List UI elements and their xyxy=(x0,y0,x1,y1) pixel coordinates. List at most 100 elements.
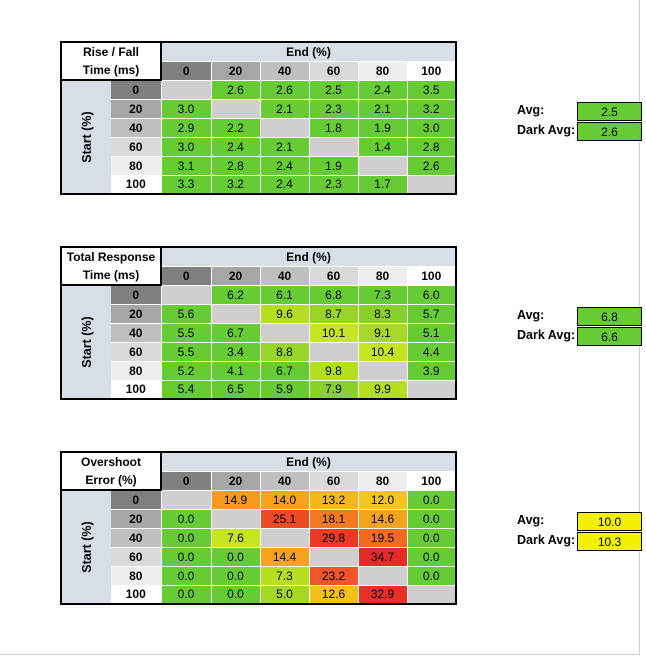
value-cell: 0.0 xyxy=(406,489,457,510)
value-cell: 8.8 xyxy=(259,341,310,362)
value-cell: 7.6 xyxy=(210,527,261,548)
value-cell: 0.0 xyxy=(160,584,212,605)
average-label: Avg: xyxy=(517,103,545,117)
dark-average-value: 10.3 xyxy=(577,532,642,551)
value-cell: 2.2 xyxy=(210,117,261,138)
value-cell: 8.7 xyxy=(308,303,359,324)
value-cell: 9.6 xyxy=(259,303,310,324)
table-title-line1: Overshoot xyxy=(60,451,162,471)
value-cell: 0.0 xyxy=(160,508,212,529)
start-level-header: 60 xyxy=(111,546,161,566)
value-cell: 2.1 xyxy=(259,136,310,157)
end-level-header: 20 xyxy=(210,265,260,285)
value-cell: 2.6 xyxy=(210,79,261,100)
value-cell: 7.3 xyxy=(357,284,408,305)
table-title-line2: Error (%) xyxy=(60,471,162,491)
end-level-header: 40 xyxy=(259,265,309,285)
value-cell: 3.4 xyxy=(210,341,261,362)
value-cell: 0.0 xyxy=(406,527,457,548)
value-cell: 1.9 xyxy=(308,155,359,176)
value-cell: 9.8 xyxy=(308,360,359,381)
start-level-header: 80 xyxy=(111,565,161,585)
value-cell: 3.2 xyxy=(406,98,457,119)
overshoot-table-block: Overshoot End (%) Error (%) 0 20 40 60 80 100 Sta… xyxy=(60,451,642,605)
value-cell: 5.4 xyxy=(160,379,212,400)
start-level-header: 20 xyxy=(111,303,161,323)
end-level-header: 60 xyxy=(308,265,358,285)
table-title-line2: Time (ms) xyxy=(60,266,162,286)
start-level-header: 40 xyxy=(111,322,161,342)
diagonal-cell xyxy=(259,527,310,548)
value-cell: 2.3 xyxy=(308,98,359,119)
value-cell: 4.1 xyxy=(210,360,261,381)
diagonal-cell xyxy=(210,303,261,324)
start-level-header: 20 xyxy=(111,98,161,118)
response-table: Overshoot End (%) Error (%) 0 20 40 60 80 100 Sta… xyxy=(60,451,457,605)
table-title-line1: Rise / Fall xyxy=(60,41,162,61)
value-cell: 7.3 xyxy=(259,565,310,586)
start-level-header: 100 xyxy=(111,379,161,400)
value-cell: 6.1 xyxy=(259,284,310,305)
start-axis-label: Start (%) xyxy=(60,490,111,605)
value-cell: 6.8 xyxy=(308,284,359,305)
dark-average-label: Dark Avg: xyxy=(517,123,576,137)
value-cell: 8.3 xyxy=(357,303,408,324)
end-level-header: 20 xyxy=(210,470,260,490)
diagonal-cell xyxy=(308,546,359,567)
diagonal-cell xyxy=(406,379,457,400)
value-cell: 5.2 xyxy=(160,360,212,381)
value-cell: 2.3 xyxy=(308,174,359,195)
diagonal-cell xyxy=(308,136,359,157)
value-cell: 10.1 xyxy=(308,322,359,343)
value-cell: 0.0 xyxy=(160,527,212,548)
end-level-header: 0 xyxy=(160,60,211,80)
value-cell: 14.0 xyxy=(259,489,310,510)
table-title-line2: Time (ms) xyxy=(60,61,162,81)
value-cell: 5.7 xyxy=(406,303,457,324)
value-cell: 4.4 xyxy=(406,341,457,362)
value-cell: 0.0 xyxy=(406,508,457,529)
value-cell: 3.2 xyxy=(210,174,261,195)
value-cell: 0.0 xyxy=(160,546,212,567)
value-cell: 0.0 xyxy=(210,584,261,605)
total-response-table-block: Total Response End (%) Time (ms) 0 20 40 60 80 1… xyxy=(60,246,642,400)
table-title-line1: Total Response xyxy=(60,246,162,266)
value-cell: 2.9 xyxy=(160,117,212,138)
value-cell: 2.4 xyxy=(259,174,310,195)
end-level-header: 100 xyxy=(406,470,457,490)
end-level-header: 80 xyxy=(357,60,407,80)
diagonal-cell xyxy=(406,584,457,605)
value-cell: 10.4 xyxy=(357,341,408,362)
start-level-header: 100 xyxy=(111,584,161,605)
start-axis-text: Start (%) xyxy=(79,316,94,368)
start-level-header: 0 xyxy=(111,79,161,99)
start-axis-text: Start (%) xyxy=(79,521,94,573)
start-level-header: 40 xyxy=(111,527,161,547)
end-level-header: 0 xyxy=(160,265,211,285)
value-cell: 2.5 xyxy=(308,79,359,100)
diagonal-cell xyxy=(357,155,408,176)
end-level-header: 60 xyxy=(308,60,358,80)
value-cell: 9.9 xyxy=(357,379,408,400)
value-cell: 2.1 xyxy=(357,98,408,119)
end-level-header: 40 xyxy=(259,470,309,490)
average-value: 2.5 xyxy=(577,102,642,121)
value-cell: 3.3 xyxy=(160,174,212,195)
value-cell: 0.0 xyxy=(210,546,261,567)
end-axis-label: End (%) xyxy=(161,451,457,471)
start-level-header: 100 xyxy=(111,174,161,195)
value-cell: 1.8 xyxy=(308,117,359,138)
dark-average-label: Dark Avg: xyxy=(517,328,576,342)
value-cell: 18.1 xyxy=(308,508,359,529)
value-cell: 9.1 xyxy=(357,322,408,343)
end-level-header: 100 xyxy=(406,265,457,285)
value-cell: 13.2 xyxy=(308,489,359,510)
value-cell: 25.1 xyxy=(259,508,310,529)
average-label: Avg: xyxy=(517,308,545,322)
value-cell: 3.0 xyxy=(160,136,212,157)
value-cell: 3.1 xyxy=(160,155,212,176)
start-level-header: 60 xyxy=(111,341,161,361)
start-level-header: 60 xyxy=(111,136,161,156)
value-cell: 14.9 xyxy=(210,489,261,510)
value-cell: 12.6 xyxy=(308,584,359,605)
